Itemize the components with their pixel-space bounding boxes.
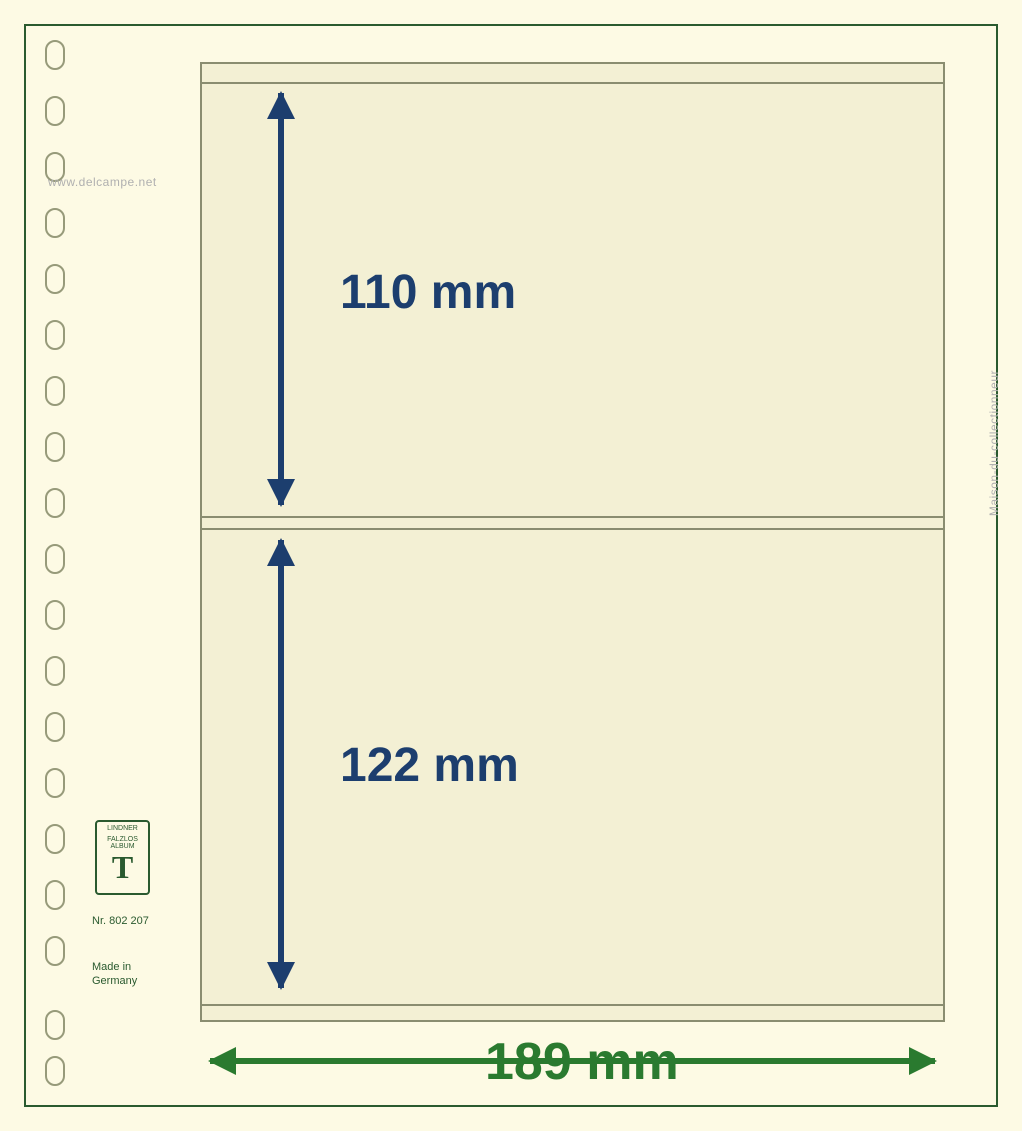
watermark-right: Maison-du-collectionneur	[987, 370, 1001, 516]
binder-hole	[45, 880, 65, 910]
logo-letter: T	[97, 853, 148, 882]
pocket-divider-top	[202, 516, 943, 518]
binder-hole	[45, 488, 65, 518]
binder-hole	[45, 432, 65, 462]
arrow-top-height	[278, 93, 284, 505]
binder-hole	[45, 208, 65, 238]
binder-hole	[45, 544, 65, 574]
pocket-top-slit	[202, 82, 943, 84]
binder-hole	[45, 320, 65, 350]
label-bottom-height: 122 mm	[340, 738, 519, 793]
binder-hole	[45, 1056, 65, 1086]
brand-logo: LINDNER FALZLOS ALBUM T	[95, 820, 150, 895]
binder-hole	[45, 1010, 65, 1040]
label-top-height: 110 mm	[340, 265, 516, 320]
origin-line1: Made in	[92, 960, 137, 974]
binder-hole	[45, 96, 65, 126]
binder-hole	[45, 600, 65, 630]
binder-hole	[45, 40, 65, 70]
binder-hole	[45, 936, 65, 966]
made-in: Made in Germany	[92, 960, 137, 989]
product-nr-prefix: Nr.	[92, 915, 106, 927]
binder-hole	[45, 824, 65, 854]
product-number: Nr. 802 207	[92, 915, 149, 927]
origin-line2: Germany	[92, 974, 137, 988]
binder-hole	[45, 264, 65, 294]
pocket-bottom-line	[202, 1004, 943, 1006]
binder-hole	[45, 768, 65, 798]
product-nr-value: 802 207	[109, 915, 149, 927]
pocket-frame	[200, 62, 945, 1022]
logo-brand: LINDNER	[97, 822, 148, 833]
binder-hole	[45, 376, 65, 406]
watermark-left: www.delcampe.net	[48, 175, 157, 189]
label-width: 189 mm	[485, 1032, 679, 1092]
arrow-bottom-height	[278, 540, 284, 988]
binder-hole	[45, 656, 65, 686]
pocket-divider-bottom	[202, 528, 943, 530]
binder-hole	[45, 712, 65, 742]
